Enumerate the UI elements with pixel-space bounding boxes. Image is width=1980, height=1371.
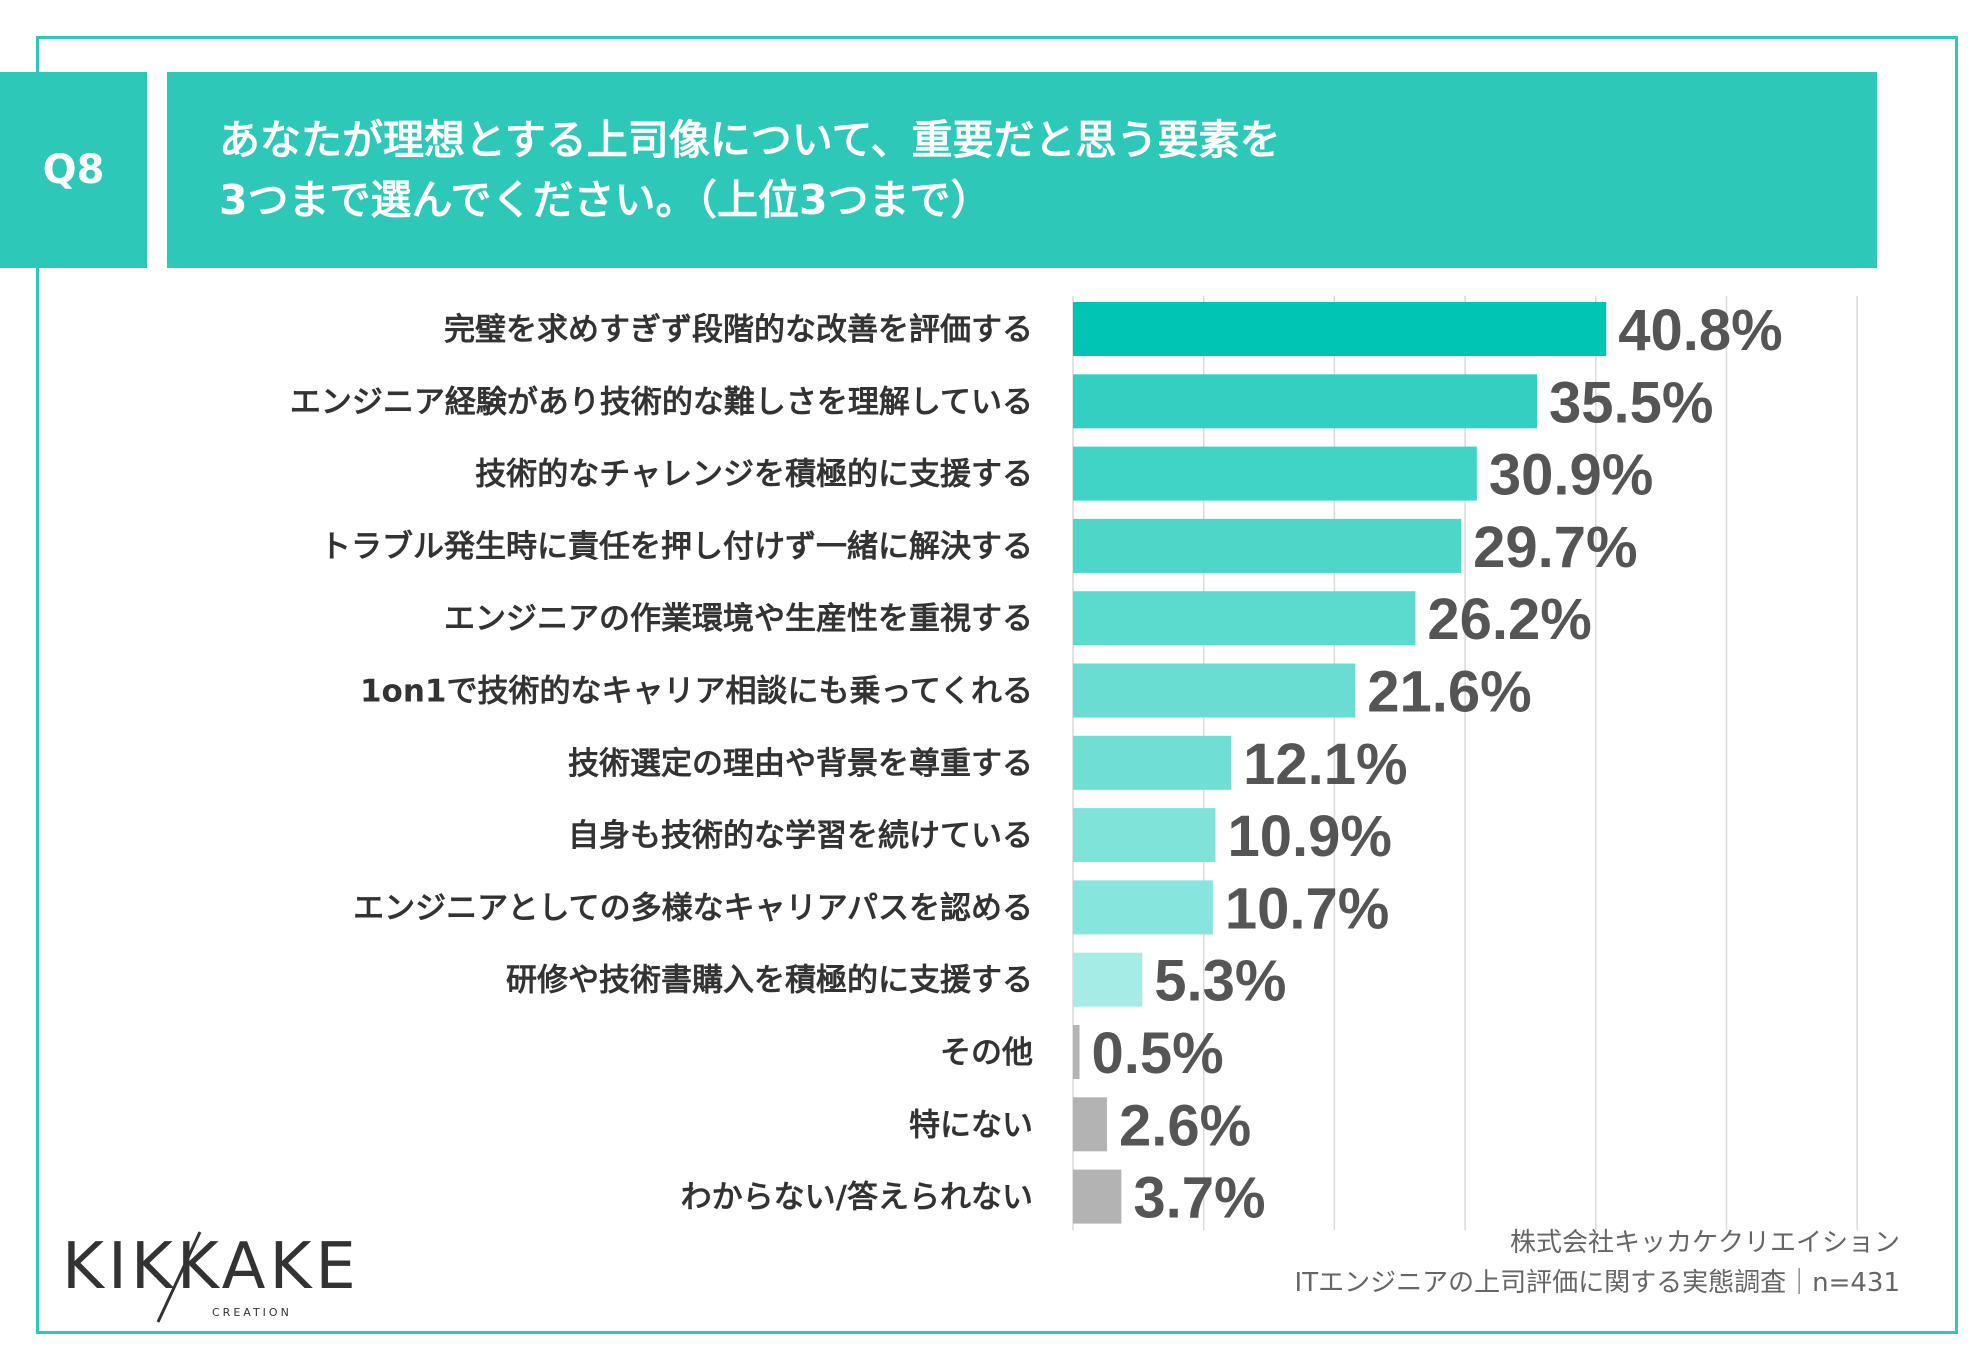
category-label-1: 完璧を求めすぎず段階的な改善を評価する [444,312,1033,348]
value-label-11: 0.5% [1092,1021,1224,1086]
value-label-5: 26.2% [1427,587,1591,652]
kikkake-logo: KIKKAKE CREATION [62,1232,392,1322]
category-label-6: 1on1で技術的なキャリア相談にも乗ってくれる [360,674,1033,710]
credit: 株式会社キッカケクリエイション ITエンジニアの上司評価に関する実態調査｜n=4… [1295,1223,1900,1303]
bar-5 [1073,591,1416,646]
category-label-4: トラブル発生時に責任を押し付けず一緒に解決する [320,529,1033,565]
bar-3 [1073,446,1477,501]
bar-10 [1073,952,1143,1007]
category-label-8: 自身も技術的な学習を続けている [568,818,1033,854]
category-label-2: エンジニア経験があり技術的な難しさを理解している [290,384,1033,420]
category-label-5: エンジニアの作業環境や生産性を重視する [444,601,1033,637]
category-label-11: その他 [940,1035,1033,1071]
category-label-13: わからない/答えられない [681,1180,1033,1216]
bar-7 [1073,735,1232,790]
value-label-1: 40.8% [1618,298,1782,363]
logo-slash-line [156,1231,202,1323]
logo-subtext: CREATION [212,1306,292,1319]
value-label-9: 10.7% [1225,876,1389,941]
credit-survey: ITエンジニアの上司評価に関する実態調査｜n=431 [1294,1268,1900,1298]
category-label-10: 研修や技術書購入を積極的に支援する [506,963,1033,999]
value-label-13: 3.7% [1133,1166,1265,1231]
category-label-3: 技術的なチャレンジを積極的に支援する [475,457,1033,493]
value-label-4: 29.7% [1473,515,1637,580]
credit-company: 株式会社キッカケクリエイション [1509,1228,1900,1258]
value-label-8: 10.9% [1227,804,1391,869]
value-label-10: 5.3% [1154,949,1286,1014]
category-labels: 完璧を求めすぎず段階的な改善を評価するエンジニア経験があり技術的な難しさを理解し… [290,312,1033,1216]
bar-1 [1073,302,1607,356]
bar-13 [1073,1169,1122,1224]
category-label-7: 技術選定の理由や背景を尊重する [568,746,1033,782]
value-labels: 40.8% 35.5% 30.9% 29.7% 26.2% 21.6% 12.1% 10.9%… [1092,298,1783,1231]
bar-4 [1073,518,1462,573]
bar-12 [1073,1097,1107,1152]
logo-text: KIKKAKE [62,1230,360,1304]
value-label-7: 12.1% [1243,732,1407,797]
bar-6 [1073,663,1356,718]
bar-9 [1073,880,1213,935]
bar-2 [1073,374,1537,429]
category-label-12: 特にない [909,1107,1033,1143]
outer-frame [36,36,1958,1334]
bar-11 [1073,1025,1080,1079]
category-label-9: エンジニアとしての多様なキャリアパスを認める [353,890,1033,926]
value-label-6: 21.6% [1367,660,1531,725]
value-label-3: 30.9% [1489,443,1653,508]
bars [1073,302,1607,1224]
question-title-line2: 3つまで選んでください。（上位3つまで） [219,176,992,224]
question-number-badge: Q8 [0,72,147,268]
bar-8 [1073,808,1216,863]
value-label-12: 2.6% [1119,1093,1251,1158]
question-title-line1: あなたが理想とする上司像について、重要だと思う要素を [219,116,1281,164]
question-title: あなたが理想とする上司像について、重要だと思う要素を 3つまで選んでください。（… [167,72,1877,268]
value-label-2: 35.5% [1549,370,1713,435]
